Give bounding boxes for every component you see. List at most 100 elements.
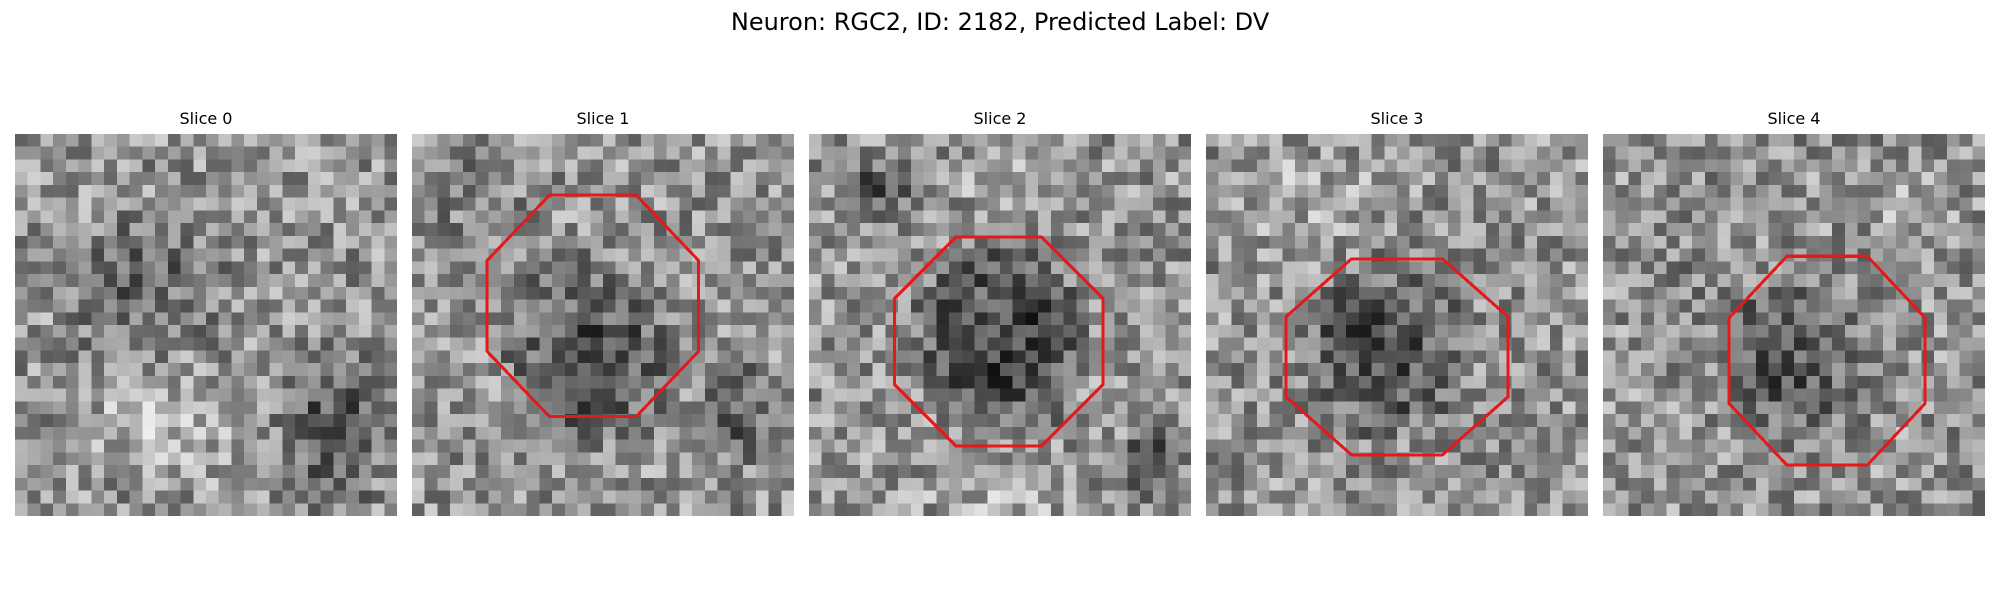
image-pixel (1152, 197, 1166, 211)
image-pixel (1012, 401, 1026, 415)
image-pixel (666, 414, 680, 428)
image-pixel (412, 146, 425, 160)
image-pixel (1025, 261, 1039, 275)
image-pixel (206, 414, 219, 428)
image-pixel (1959, 312, 1973, 326)
image-pixel (218, 375, 232, 389)
image-pixel (1063, 197, 1077, 211)
image-pixel (1409, 477, 1423, 491)
image-pixel (1537, 350, 1551, 364)
image-pixel (692, 388, 706, 402)
image-pixel (821, 490, 835, 504)
image-pixel (1628, 388, 1642, 402)
image-pixel (320, 477, 334, 491)
image-pixel (1101, 274, 1115, 288)
image-pixel (743, 426, 757, 440)
image-pixel (1819, 286, 1833, 300)
image-pixel (923, 184, 937, 198)
image-pixel (1295, 197, 1309, 211)
image-pixel (1498, 452, 1512, 466)
image-pixel (1641, 312, 1655, 326)
image-pixel (1653, 465, 1667, 479)
image-pixel (1806, 210, 1820, 224)
image-pixel (1076, 477, 1090, 491)
image-pixel (1320, 388, 1334, 402)
image-pixel (1717, 223, 1731, 237)
image-pixel (1038, 452, 1052, 466)
image-pixel (809, 299, 822, 313)
image-pixel (244, 465, 258, 479)
image-pixel (628, 401, 642, 415)
image-pixel (1140, 299, 1154, 313)
image-pixel (809, 452, 822, 466)
image-pixel (1012, 375, 1026, 389)
image-pixel (78, 299, 92, 313)
image-pixel (936, 325, 950, 338)
image-pixel (1704, 375, 1718, 389)
image-pixel (923, 401, 937, 415)
image-pixel (1755, 477, 1769, 491)
image-pixel (1934, 337, 1948, 351)
image-pixel (898, 248, 912, 262)
image-pixel (590, 248, 604, 262)
image-pixel (15, 248, 28, 262)
image-pixel (1692, 261, 1706, 275)
image-pixel (1447, 426, 1461, 440)
image-pixel (15, 261, 28, 275)
image-pixel (1076, 223, 1090, 237)
image-pixel (666, 197, 680, 211)
image-pixel (1537, 439, 1551, 453)
image-pixel (384, 452, 397, 466)
image-pixel (1615, 477, 1629, 491)
image-pixel (898, 210, 912, 224)
image-pixel (641, 210, 655, 224)
image-pixel (1870, 477, 1884, 491)
image-pixel (1972, 159, 1985, 173)
image-pixel (1575, 414, 1588, 428)
image-pixel (1524, 426, 1538, 440)
image-pixel (1435, 375, 1449, 389)
image-pixel (40, 363, 54, 377)
image-pixel (1549, 248, 1563, 262)
image-pixel (1806, 426, 1820, 440)
image-pixel (552, 439, 566, 453)
image-pixel (437, 286, 451, 300)
image-pixel (488, 159, 502, 173)
image-pixel (244, 477, 258, 491)
image-pixel (1231, 210, 1245, 224)
image-pixel (193, 134, 207, 147)
image-pixel (730, 439, 744, 453)
image-pixel (1282, 503, 1296, 516)
image-pixel (704, 197, 718, 211)
image-pixel (564, 172, 578, 186)
image-pixel (1806, 274, 1820, 288)
image-pixel (104, 261, 118, 275)
image-pixel (1768, 375, 1782, 389)
image-pixel (91, 274, 105, 288)
image-pixel (1679, 477, 1693, 491)
image-pixel (1717, 350, 1731, 364)
image-pixel (346, 477, 360, 491)
image-pixel (1050, 197, 1064, 211)
image-pixel (1050, 312, 1064, 326)
image-pixel (1959, 375, 1973, 389)
image-pixel (1178, 299, 1191, 313)
image-pixel (1460, 337, 1474, 351)
image-pixel (1603, 274, 1616, 288)
image-pixel (809, 184, 822, 198)
image-pixel (371, 337, 385, 351)
image-pixel (552, 401, 566, 415)
image-pixel (462, 388, 476, 402)
image-pixel (424, 159, 438, 173)
image-pixel (590, 401, 604, 415)
image-pixel (1870, 325, 1884, 338)
image-pixel (898, 439, 912, 453)
image-pixel (809, 477, 822, 491)
image-pixel (910, 248, 924, 262)
image-pixel (539, 325, 553, 338)
image-pixel (346, 452, 360, 466)
image-pixel (1140, 414, 1154, 428)
image-pixel (116, 146, 130, 160)
image-pixel (923, 363, 937, 377)
image-pixel (282, 439, 296, 453)
